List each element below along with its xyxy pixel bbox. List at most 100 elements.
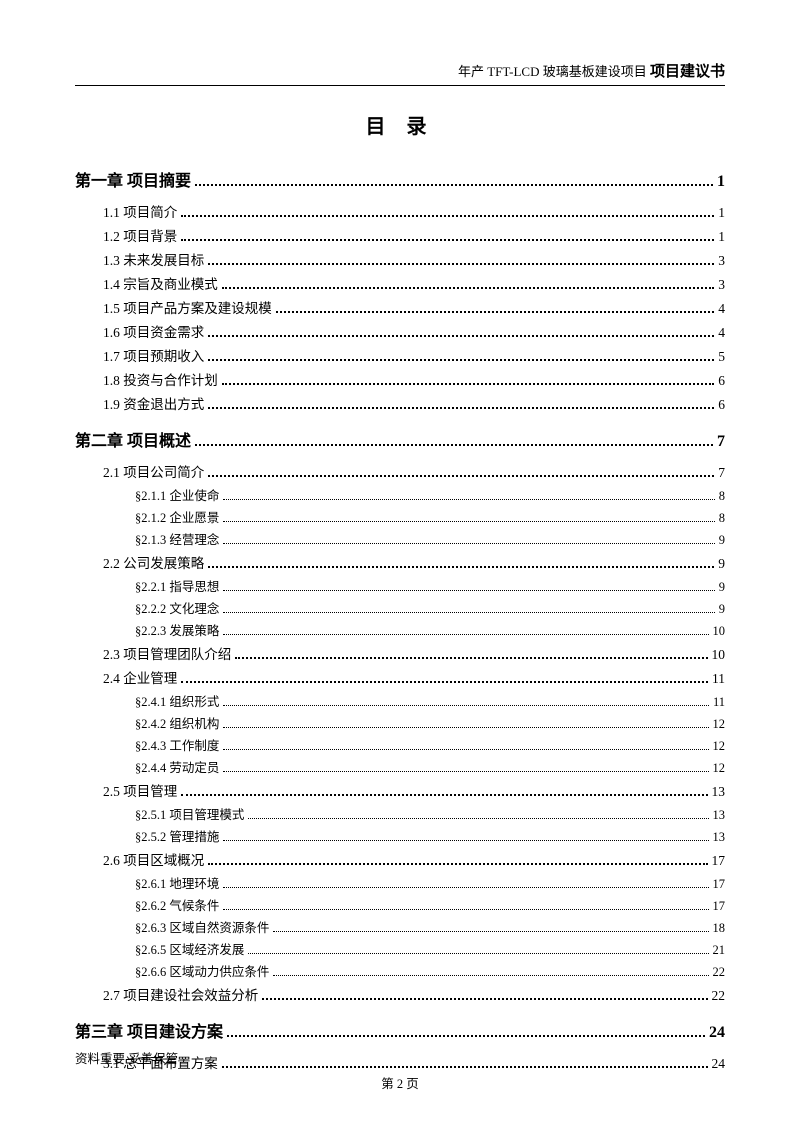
toc-entry-label: §2.4.4 劳动定员 — [135, 757, 219, 776]
toc-entry-label: 第三章 项目建设方案 — [75, 1018, 223, 1042]
toc-subsection: §2.6.6 区域动力供应条件 22 — [135, 961, 725, 980]
page-header: 年产 TFT-LCD 玻璃基板建设项目 项目建议书 — [75, 60, 725, 86]
toc-entry-page: 9 — [719, 580, 725, 595]
toc-entry-label: §2.5.1 项目管理模式 — [135, 804, 244, 823]
toc-entry-label: 2.4 企业管理 — [103, 667, 177, 687]
toc-entry-page: 12 — [713, 761, 726, 776]
toc-entry-page: 5 — [718, 349, 725, 365]
toc-section: 2.2 公司发展策略 9 — [103, 552, 725, 572]
toc-entry-label: §2.2.2 文化理念 — [135, 598, 219, 617]
toc-section: 1.6 项目资金需求4 — [103, 321, 725, 341]
toc-leader-dots — [273, 967, 708, 976]
toc-entry-page: 10 — [713, 624, 726, 639]
toc-entry-page: 18 — [713, 921, 726, 936]
toc-leader-dots — [223, 832, 708, 841]
toc-subsection: §2.2.1 指导思想 9 — [135, 576, 725, 595]
toc-container: 第一章 项目摘要11.1 项目简介11.2 项目背景11.3 未来发展目标31.… — [75, 167, 725, 1072]
toc-entry-label: 第二章 项目概述 — [75, 427, 191, 451]
toc-leader-dots — [273, 923, 708, 932]
toc-entry-page: 11 — [713, 695, 725, 710]
toc-entry-page: 7 — [718, 465, 725, 481]
toc-leader-dots — [223, 491, 714, 500]
toc-subsection: §2.2.2 文化理念 9 — [135, 598, 725, 617]
toc-leader-dots — [235, 650, 707, 659]
toc-entry-label: 1.8 投资与合作计划 — [103, 369, 218, 389]
toc-entry-label: §2.6.6 区域动力供应条件 — [135, 961, 269, 980]
toc-leader-dots — [222, 376, 715, 385]
toc-entry-label: §2.2.1 指导思想 — [135, 576, 219, 595]
toc-entry-label: 1.4 宗旨及商业模式 — [103, 273, 218, 293]
toc-entry-page: 13 — [713, 808, 726, 823]
toc-subsection: §2.4.3 工作制度 12 — [135, 735, 725, 754]
toc-entry-label: 2.2 公司发展策略 — [103, 552, 204, 572]
toc-subsection: §2.1.1 企业使命8 — [135, 485, 725, 504]
toc-entry-label: 1.5 项目产品方案及建设规模 — [103, 297, 272, 317]
toc-section: 1.3 未来发展目标 3 — [103, 249, 725, 269]
toc-leader-dots — [208, 328, 714, 337]
toc-entry-label: §2.6.2 气候条件 — [135, 895, 219, 914]
toc-entry-page: 12 — [713, 717, 726, 732]
toc-leader-dots — [276, 304, 715, 313]
toc-subsection: §2.2.3 发展策略 10 — [135, 620, 725, 639]
toc-entry-page: 24 — [709, 1024, 725, 1042]
toc-leader-dots — [222, 280, 715, 289]
toc-entry-label: 1.6 项目资金需求 — [103, 321, 204, 341]
toc-leader-dots — [223, 626, 708, 635]
toc-entry-label: §2.1.2 企业愿景 — [135, 507, 219, 526]
toc-leader-dots — [195, 175, 713, 186]
toc-leader-dots — [181, 787, 707, 796]
toc-chapter: 第二章 项目概述7 — [75, 427, 725, 451]
toc-entry-page: 22 — [713, 965, 726, 980]
toc-entry-page: 1 — [717, 173, 725, 191]
toc-section: 1.8 投资与合作计划 6 — [103, 369, 725, 389]
toc-entry-page: 11 — [712, 671, 725, 687]
toc-entry-label: 2.7 项目建设社会效益分析 — [103, 984, 258, 1004]
toc-entry-label: §2.4.3 工作制度 — [135, 735, 219, 754]
toc-entry-page: 6 — [718, 373, 725, 389]
toc-entry-label: §2.1.3 经营理念 — [135, 529, 219, 548]
toc-subsection: §2.1.3 经营理念9 — [135, 529, 725, 548]
toc-entry-label: §2.6.5 区域经济发展 — [135, 939, 244, 958]
toc-entry-label: §2.2.3 发展策略 — [135, 620, 219, 639]
toc-leader-dots — [248, 810, 708, 819]
toc-leader-dots — [223, 901, 708, 910]
toc-leader-dots — [181, 208, 714, 217]
page-footer: 资料重要 妥善保管 第 2 页 — [75, 1048, 725, 1092]
toc-entry-label: 第一章 项目摘要 — [75, 167, 191, 191]
toc-leader-dots — [223, 535, 714, 544]
toc-section: 2.6 项目区域概况17 — [103, 849, 725, 869]
toc-entry-page: 9 — [719, 602, 725, 617]
toc-entry-label: 1.3 未来发展目标 — [103, 249, 204, 269]
toc-entry-label: 1.9 资金退出方式 — [103, 393, 204, 413]
toc-chapter: 第一章 项目摘要 1 — [75, 167, 725, 191]
toc-entry-label: §2.4.2 组织机构 — [135, 713, 219, 732]
toc-entry-label: §2.5.2 管理措施 — [135, 826, 219, 845]
footer-note: 资料重要 妥善保管 — [75, 1048, 725, 1067]
toc-section: 2.7 项目建设社会效益分析22 — [103, 984, 725, 1004]
toc-entry-page: 8 — [719, 489, 725, 504]
footer-page-number: 第 2 页 — [75, 1073, 725, 1092]
toc-entry-page: 4 — [718, 301, 725, 317]
toc-subsection: §2.1.2 企业愿景8 — [135, 507, 725, 526]
header-prefix: 年产 TFT-LCD 玻璃基板建设项目 — [458, 64, 647, 79]
toc-entry-page: 12 — [713, 739, 726, 754]
toc-entry-label: 1.2 项目背景 — [103, 225, 177, 245]
toc-leader-dots — [223, 697, 709, 706]
toc-section: 2.1 项目公司简介7 — [103, 461, 725, 481]
toc-entry-page: 10 — [712, 647, 726, 663]
toc-leader-dots — [181, 674, 708, 683]
toc-entry-page: 13 — [712, 784, 726, 800]
toc-entry-label: §2.6.1 地理环境 — [135, 873, 219, 892]
toc-entry-label: §2.4.1 组织形式 — [135, 691, 219, 710]
toc-leader-dots — [208, 352, 714, 361]
toc-leader-dots — [223, 879, 708, 888]
toc-leader-dots — [223, 582, 714, 591]
toc-leader-dots — [223, 763, 708, 772]
toc-entry-page: 9 — [718, 556, 725, 572]
toc-leader-dots — [223, 719, 708, 728]
toc-subsection: §2.6.3 区域自然资源条件18 — [135, 917, 725, 936]
toc-section: 1.9 资金退出方式6 — [103, 393, 725, 413]
toc-leader-dots — [208, 400, 714, 409]
toc-entry-page: 3 — [718, 253, 725, 269]
toc-leader-dots — [181, 232, 714, 241]
